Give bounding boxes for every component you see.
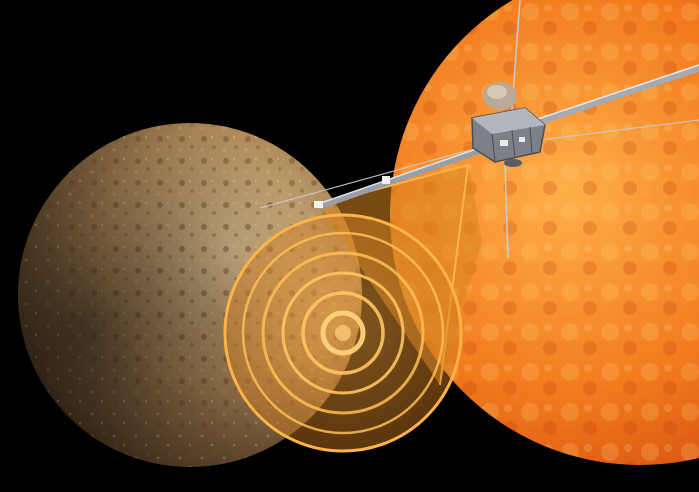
- signal-rings: [223, 213, 463, 453]
- spacecraft: [259, 0, 699, 259]
